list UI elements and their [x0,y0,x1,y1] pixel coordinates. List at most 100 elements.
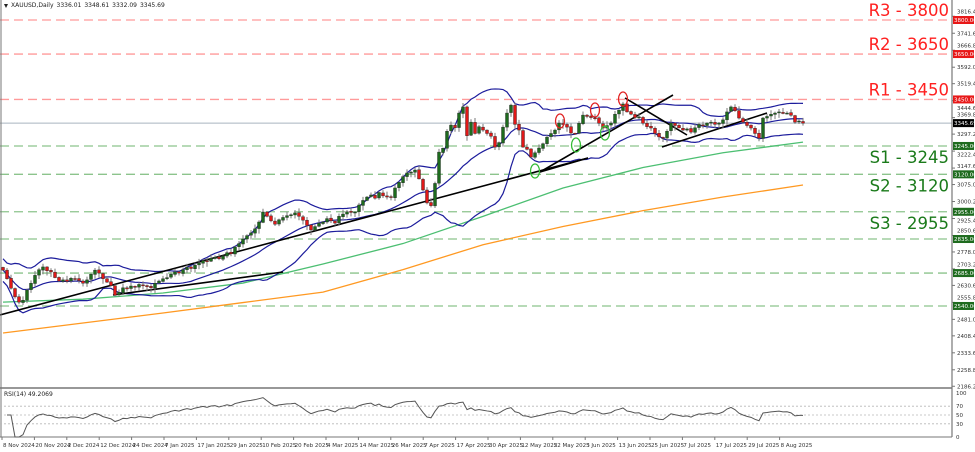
y-tick-label: 3000.20 [957,200,975,206]
candle-up [285,215,289,218]
candle-up [401,176,405,183]
candle-down [481,126,485,131]
level-price-badge [953,95,974,104]
trendline [112,271,284,296]
current-price-badge [953,119,974,128]
candle-down [653,128,657,134]
candle-up [449,124,453,131]
x-tick-label: 17 Apr 2025 [457,443,492,449]
x-tick-label: 22 May 2025 [554,443,590,449]
candle-down [53,271,57,278]
x-tick-label: 24 Dec 2024 [133,443,169,449]
y-tick-label: 3741.60 [957,31,975,37]
y-tick-label: 3816.40 [957,10,975,16]
candle-down [49,270,53,273]
candle-down [381,192,385,197]
candle-up [441,148,445,153]
candle-up [249,232,253,236]
candle-up [245,235,249,240]
candle-up [617,109,621,115]
x-tick-label: 29 Jul 2025 [748,443,780,449]
level-label: S2 - 3120 [870,176,949,195]
chart-header: XAUUSD,Daily 3336.01 3348.61 3332.09 3345.69 [4,2,168,9]
x-tick-label: 7 Jul 2025 [683,443,711,449]
candle-down [57,277,61,282]
candle-down [373,195,377,199]
candle-down [677,125,681,129]
y-tick-label: 2850.60 [957,229,975,235]
y-tick-label: 3222.40 [957,152,975,158]
candle-down [745,121,749,126]
candle-down [597,117,601,124]
y-tick-label: 3369.80 [957,113,975,119]
level-price-badge [953,50,974,59]
candle-down [305,219,309,226]
candle-up [577,123,581,134]
candle-down [385,195,389,198]
candle-down [217,256,221,259]
candle-down [521,130,525,148]
x-tick-label: 7 Apr 2025 [424,443,455,449]
candle-up [61,279,65,282]
candle-up [197,262,201,266]
y-tick-label: 2333.60 [957,351,975,357]
x-tick-label: 25 Jun 2025 [651,443,685,449]
candle-down [753,128,757,134]
candle-down [517,123,521,131]
candle-up [161,278,165,282]
candle-up [241,238,245,245]
candle-up [581,114,585,124]
level-price-badge-text: 3245.00 [954,144,975,150]
rsi-axis-label: 100 [956,391,967,397]
candle-up [693,127,697,133]
candle-down [465,106,469,136]
candle-down [645,123,649,127]
candle-up [85,279,89,284]
x-tick-label: 13 Jun 2025 [619,443,653,449]
candle-up [457,112,461,128]
low-value: 3332.09 [112,2,137,9]
candle-down [297,212,301,217]
candle-down [125,287,129,290]
candle-down [73,278,77,280]
y-tick-label: 2186.20 [957,384,975,390]
candle-down [177,271,181,274]
high-value: 3348.61 [84,2,110,9]
candle-up [89,273,93,280]
candle-up [353,211,357,214]
candle-down [429,202,433,206]
candle-down [205,260,209,262]
candle-up [21,300,25,303]
candle-up [509,104,513,113]
level-price-badge-text: 3650.00 [954,52,975,58]
candle-up [225,252,229,257]
candle-up [321,221,325,224]
x-tick-label: 8 Aug 2025 [781,443,813,449]
dropdown-triangle-icon[interactable] [4,3,8,8]
candle-down [65,279,69,282]
candle-up [725,111,729,121]
green-highlight-circle [599,125,611,141]
trendline [539,157,589,173]
candle-up [261,211,265,223]
level-price-badge [953,301,974,310]
candle-up [221,255,225,260]
candle-down [453,125,457,129]
bollinger-lower-band [2,132,804,314]
candle-down [265,211,269,217]
candle-up [129,285,133,289]
candle-down [789,112,793,116]
rsi-label: RSI(14) 49.2069 [4,391,53,398]
candle-up [293,212,297,216]
candle-up [377,192,381,199]
candle-up [337,216,341,224]
candle-up [345,211,349,215]
green-highlight-circle [570,137,582,153]
candle-down [9,278,13,289]
level-label: S3 - 2955 [870,214,949,233]
candle-down [525,146,529,150]
rsi-axis-label: 70 [956,404,963,410]
candle-down [489,132,493,137]
candle-down [97,269,101,274]
candle-down [513,105,517,125]
